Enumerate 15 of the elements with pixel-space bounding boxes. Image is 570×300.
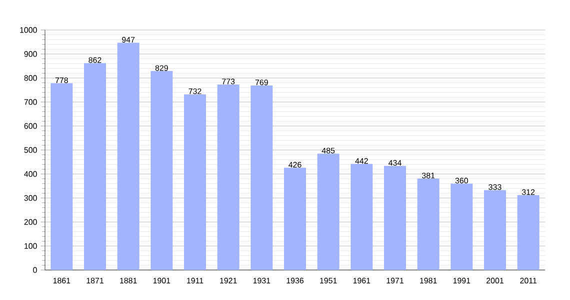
bar <box>384 166 406 270</box>
bar <box>250 85 273 270</box>
bar <box>84 63 106 270</box>
bar <box>217 84 240 270</box>
bar <box>150 71 173 270</box>
bar <box>350 164 373 270</box>
bar <box>484 190 506 270</box>
bar <box>117 42 140 270</box>
bar <box>517 195 540 270</box>
bar <box>50 83 73 270</box>
bar <box>450 184 473 270</box>
bar <box>417 178 440 270</box>
bar <box>184 94 206 270</box>
bar <box>284 168 306 270</box>
bar <box>317 154 340 270</box>
